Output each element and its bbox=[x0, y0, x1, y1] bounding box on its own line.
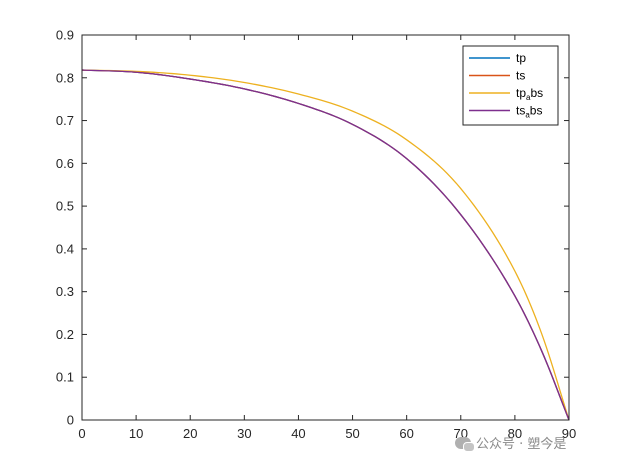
y-tick-label: 0.6 bbox=[56, 156, 74, 171]
y-tick-label: 0.2 bbox=[56, 327, 74, 342]
series-line-ts_abs bbox=[81, 69, 570, 421]
x-tick-label: 0 bbox=[78, 426, 85, 441]
y-tick-label: 0.9 bbox=[56, 28, 74, 43]
legend-label-tp: tp bbox=[516, 51, 526, 65]
y-tick-label: 0.7 bbox=[56, 113, 74, 128]
axes-box bbox=[81, 34, 570, 421]
x-tick-label: 50 bbox=[345, 426, 359, 441]
x-tick-label: 80 bbox=[508, 426, 522, 441]
x-tick-label: 40 bbox=[291, 426, 305, 441]
series-layer bbox=[81, 69, 570, 421]
series-line-tp_abs bbox=[81, 69, 570, 421]
y-tick-label: 0.5 bbox=[56, 199, 74, 214]
y-tick-label: 0.4 bbox=[56, 241, 74, 256]
y-tick-label: 0.8 bbox=[56, 70, 74, 85]
y-tick-label: 0.1 bbox=[56, 370, 74, 385]
watermark: 公众号 · 塑今是 bbox=[455, 433, 566, 452]
legend: tp ts tpabs tsabs bbox=[462, 45, 559, 126]
legend-label-tp_abs: tpabs bbox=[516, 86, 543, 102]
y-tick-label: 0 bbox=[67, 413, 74, 428]
x-tick-label: 30 bbox=[237, 426, 251, 441]
x-tick-label: 10 bbox=[129, 426, 143, 441]
legend-box bbox=[462, 45, 559, 126]
legend-label-ts_abs: tsabs bbox=[516, 104, 542, 120]
x-tick-label: 20 bbox=[183, 426, 197, 441]
x-tick-label: 60 bbox=[399, 426, 413, 441]
legend-label-ts: ts bbox=[516, 69, 525, 83]
x-tick-label: 90 bbox=[562, 426, 576, 441]
y-tick-label: 0.3 bbox=[56, 284, 74, 299]
wechat-icon bbox=[455, 437, 475, 452]
watermark-text: 公众号 · 塑今是 bbox=[476, 437, 567, 452]
axes-layer: 0 10 20 30 40 50 60 70 80 9000.10.20.30.40.50.60.… bbox=[56, 28, 576, 442]
